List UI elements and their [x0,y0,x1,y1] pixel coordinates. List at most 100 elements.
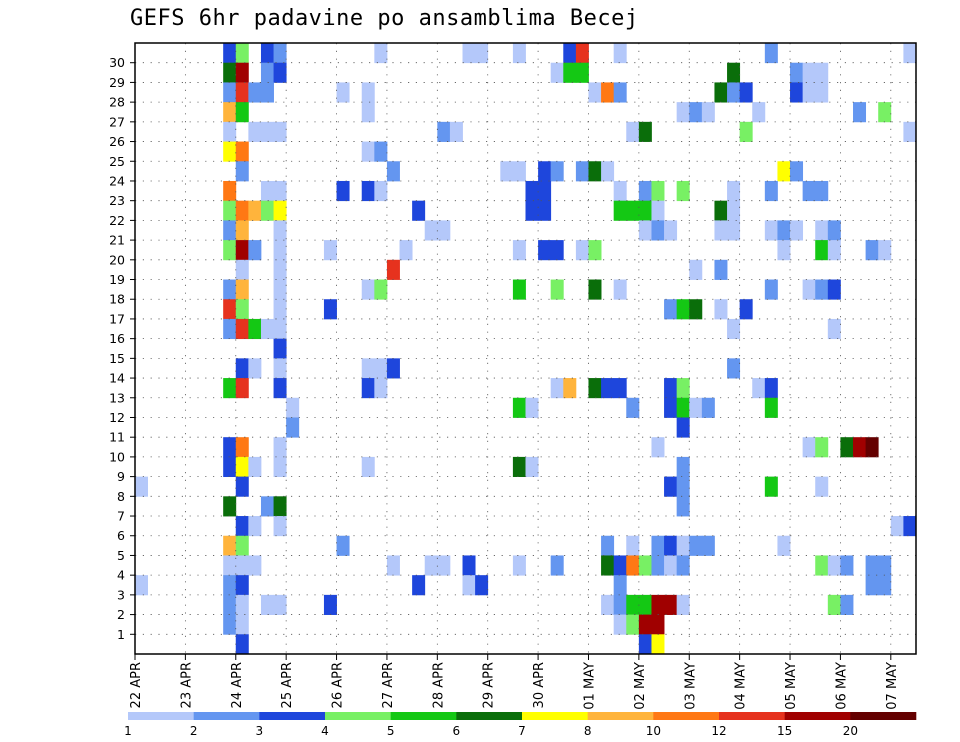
ensemble-cell [361,180,375,202]
ensemble-cell [235,456,249,478]
y-tick-label: 29 [109,75,125,90]
ensemble-cell [273,496,287,517]
x-tick-label: 28 APR [431,662,446,708]
ensemble-cell [235,378,249,399]
y-tick-label: 5 [117,548,125,563]
chart-title: GEFS 6hr padavine po ansamblima Becej [130,6,639,31]
ensemble-cell [374,279,388,300]
ensemble-cell [399,240,413,261]
ensemble-cell [664,397,678,418]
ensemble-cell [664,378,678,399]
ensemble-cell [601,161,615,182]
ensemble-cell [651,555,665,576]
ensemble-cell [727,62,741,83]
y-tick-label: 30 [109,55,125,70]
ensemble-cell [437,121,451,142]
ensemble-cell [223,82,237,103]
ensemble-cell [273,358,287,379]
ensemble-cell [664,594,678,615]
ensemble-cell [135,476,148,497]
ensemble-cell [638,121,652,142]
ensemble-cell [739,299,753,320]
ensemble-cell [764,476,778,497]
y-tick-label: 11 [109,430,125,445]
ensemble-cell [613,378,627,399]
ensemble-cell [903,516,917,537]
ensemble-cell [588,82,602,103]
ensemble-cell [386,358,400,379]
colorbar-label: 8 [584,724,592,738]
ensemble-cell [374,43,388,64]
x-tick-label: 24 APR [230,662,245,708]
x-tick-label: 05 MAY [784,662,799,710]
ensemble-cell [235,516,249,537]
ensemble-cell [235,200,249,221]
y-tick-label: 6 [117,528,125,543]
ensemble-cell [361,141,375,162]
ensemble-cell [764,43,778,64]
colorbar-label: 1 [124,724,132,738]
x-tick-label: 02 MAY [633,662,648,710]
y-tick-label: 12 [109,410,125,425]
ensemble-cell [727,200,741,221]
ensemble-cell [235,614,249,635]
ensemble-cell [790,220,804,241]
ensemble-cell [323,299,337,320]
y-axis: 1234567891011121314151617181920212223242… [109,55,135,642]
colorbar-swatch [390,712,457,720]
ensemble-cell [638,180,652,202]
ensemble-cell [575,161,589,182]
y-tick-label: 27 [109,114,125,129]
ensemble-cell [248,200,262,221]
ensemble-cell [223,318,237,340]
ensemble-cell [273,299,287,320]
x-tick-label: 26 APR [331,662,346,708]
ensemble-cell [651,614,665,635]
ensemble-cell [361,82,375,103]
ensemble-cell [613,43,627,64]
ensemble-cell [260,200,274,221]
ensemble-cell [815,82,829,103]
colorbar-label: 3 [256,724,264,738]
ensemble-cell [223,575,237,596]
ensemble-cell [273,62,287,83]
ensemble-cell [827,318,841,340]
ensemble-cell [273,200,287,221]
ensemble-cell [260,43,274,64]
ensemble-cell [638,594,652,615]
ensemble-cell [550,240,564,261]
x-tick-label: 03 MAY [683,662,698,710]
ensemble-cell [223,240,237,261]
ensemble-cell [764,397,778,418]
ensemble-cell [689,299,703,320]
ensemble-cell [815,180,829,202]
ensemble-cell [815,476,829,497]
ensemble-cell [714,82,728,103]
ensemble-cell [878,102,892,123]
ensemble-cell [903,43,917,64]
ensemble-cell [223,121,237,142]
ensemble-cell [626,397,640,418]
y-tick-label: 20 [109,252,125,267]
ensemble-cell [273,259,287,280]
ensemble-cell [575,43,589,64]
ensemble-cell [701,397,715,418]
y-tick-label: 17 [109,311,125,326]
ensemble-cell [223,220,237,241]
ensemble-cell [235,437,249,458]
ensemble-cell [638,220,652,241]
ensemble-cell [739,121,753,142]
ensemble-cell [676,299,690,320]
ensemble-cell [248,358,262,379]
ensemble-cell [827,220,841,241]
ensemble-cell [248,555,262,576]
ensemble-cell [500,161,514,182]
y-tick-label: 2 [117,607,125,622]
colorbar-swatch [128,712,194,720]
y-tick-label: 13 [109,390,125,405]
ensemble-cell [286,417,300,438]
ensemble-cell [588,161,602,182]
ensemble-cell [601,535,615,556]
ensemble-cell [601,82,615,103]
ensemble-cell [260,180,274,202]
